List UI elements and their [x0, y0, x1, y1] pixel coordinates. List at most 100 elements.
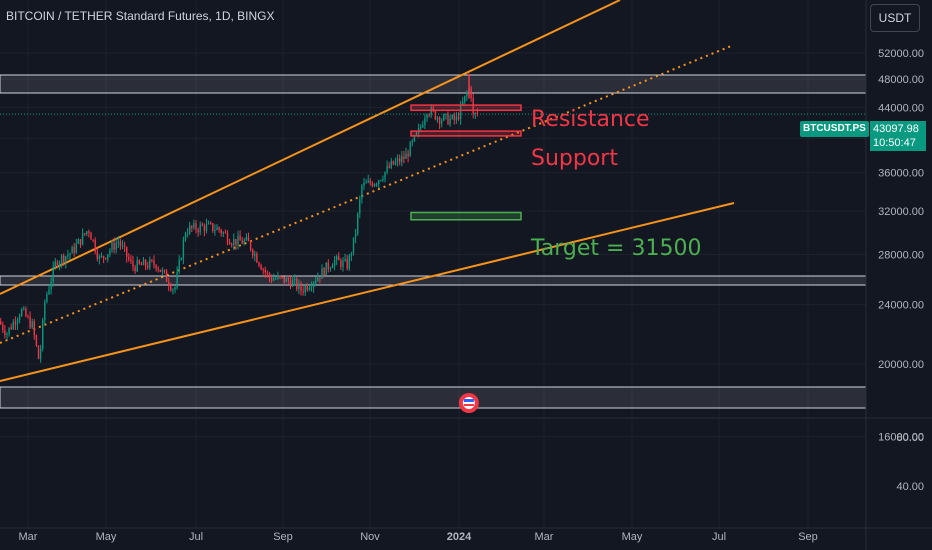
candle-body [21, 309, 23, 316]
candle-body [132, 261, 134, 267]
candle-body [262, 269, 264, 271]
time-axis: Mar May Jul Sep Nov 2024 Mar May Jul Sep [19, 531, 818, 543]
price-tick: 16000.00 [878, 432, 924, 444]
candle-body [31, 321, 33, 328]
candle-body [224, 232, 227, 234]
horizontal-zone [0, 74, 867, 94]
candle-body [296, 278, 298, 290]
candle-body [268, 273, 271, 278]
candle-body [312, 282, 315, 288]
candle-body [178, 259, 180, 272]
candle-body [58, 262, 61, 267]
candle-body [96, 251, 98, 259]
candle-body [424, 118, 426, 126]
candle-body [369, 180, 371, 184]
candle-body [354, 233, 357, 238]
candle-body [186, 233, 189, 235]
candle-body [231, 244, 233, 246]
candle-body [357, 213, 359, 234]
candle-body [325, 262, 327, 276]
horizontal-zone [0, 386, 867, 409]
time-tick: Sep [798, 531, 818, 543]
candle-body [453, 114, 455, 120]
candle-body [199, 224, 201, 232]
candles [0, 73, 479, 363]
candle-body [29, 316, 31, 328]
candle-body [138, 260, 140, 264]
candle-body [384, 171, 386, 179]
candle-body [23, 308, 25, 310]
support-box [410, 130, 522, 137]
bar-countdown: 10:50:47 [873, 137, 916, 149]
candle-body [100, 256, 103, 258]
price-tick: 48000.00 [878, 74, 924, 86]
candle-body [432, 107, 434, 111]
candle-body [71, 247, 73, 254]
time-tick: Nov [360, 531, 380, 543]
time-tick: Mar [535, 531, 554, 543]
lower-pane-tick: 40.00 [896, 481, 924, 493]
candle-body [8, 327, 10, 334]
candle-body [474, 112, 476, 114]
candle-body [275, 278, 277, 280]
candle-body [457, 116, 460, 120]
candle-body [342, 260, 344, 268]
last-price: 43097.98 [873, 123, 919, 135]
candle-body [249, 241, 252, 250]
candle-body [281, 276, 283, 278]
candle-body [140, 263, 143, 266]
candle-body [436, 117, 439, 120]
lower-pane-tick: 80.00 [896, 432, 924, 444]
candle-body [451, 114, 453, 119]
candle-body [459, 104, 462, 120]
candle-body [331, 266, 334, 269]
candle-body [340, 260, 342, 268]
candle-body [228, 242, 231, 245]
currency-button[interactable]: USDT [870, 4, 920, 32]
candle-body [260, 265, 262, 270]
candle-body [37, 345, 40, 359]
candle-body [25, 308, 27, 317]
candle-body [50, 281, 52, 290]
candle-body [466, 92, 468, 96]
candle-body [308, 287, 311, 290]
candle-body [98, 256, 101, 259]
candle-body [165, 271, 168, 282]
candle-body [302, 290, 304, 293]
annotation-boxes [410, 104, 522, 221]
time-tick: Jul [189, 531, 203, 543]
candle-body [90, 232, 92, 240]
candle-body [396, 158, 399, 162]
candle-body [212, 223, 214, 231]
candle-body [10, 327, 12, 329]
time-tick: May [622, 531, 643, 543]
candle-body [388, 166, 390, 168]
candle-body [323, 268, 325, 276]
support-label: Support [531, 146, 618, 171]
candle-body [39, 348, 42, 359]
candle-body [237, 235, 239, 245]
candle-body [195, 223, 197, 230]
candle-body [380, 180, 382, 182]
time-tick: May [96, 531, 117, 543]
candle-body [115, 242, 117, 250]
candle-body [438, 117, 441, 124]
candle-body [235, 238, 237, 245]
candle-body [77, 239, 80, 244]
candle-body [363, 182, 365, 186]
candle-body [109, 250, 111, 255]
candle-body [464, 95, 466, 103]
candle-body [428, 114, 430, 116]
chart-title: BITCOIN / TETHER Standard Futures, 1D, B… [6, 9, 275, 23]
candle-body [361, 185, 363, 199]
candle-body [365, 182, 367, 184]
candle-body [84, 233, 86, 235]
candle-body [69, 253, 71, 255]
candle-body [386, 166, 388, 172]
price-zones [0, 74, 867, 409]
candle-body [157, 268, 159, 270]
candle-body [222, 232, 224, 234]
candle-body [405, 153, 407, 159]
candle-body [352, 237, 355, 254]
